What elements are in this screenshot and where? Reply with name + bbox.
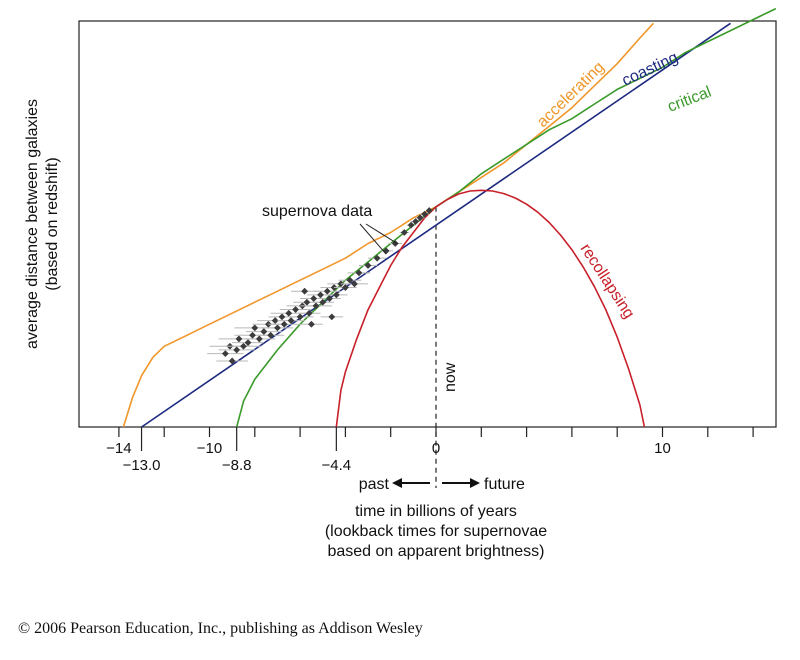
y-axis-title: average distance between galaxies (24, 99, 41, 349)
series-coasting (141, 22, 731, 428)
now-label: now (442, 362, 459, 392)
supernova-point (296, 313, 304, 321)
copyright-notice: © 2006 Pearson Education, Inc., publishi… (18, 620, 423, 637)
supernova-point (292, 306, 299, 313)
origin-tick-label: −13.0 (123, 457, 161, 474)
supernova-point (228, 357, 236, 365)
supernova-point (244, 339, 252, 346)
supernova-point (391, 240, 399, 247)
origin-tick-label: −8.8 (222, 457, 252, 474)
x-axis-title: time in billions of years (355, 503, 517, 520)
supernova-point (342, 284, 349, 291)
x-axis-title: (lookback times for supernovae (325, 523, 547, 540)
supernova-point (317, 291, 324, 299)
supernova-point (305, 309, 313, 317)
supernova-point (400, 229, 408, 236)
series-recollapsing (335, 189, 646, 428)
supernova-point (267, 331, 275, 339)
pointer-line (359, 223, 387, 255)
curve-label-coasting: coasting (620, 49, 681, 90)
supernova-point (285, 309, 293, 317)
supernova-point (278, 313, 286, 321)
supernova-point (382, 247, 390, 255)
curve-label-critical: critical (665, 84, 713, 116)
curve-label-recollapsing: recollapsing (577, 241, 638, 322)
supernova-point (326, 295, 333, 302)
supernova-point (271, 317, 279, 324)
x-tick-label: 0 (432, 440, 440, 457)
supernova-point (319, 298, 327, 306)
supernova-point (407, 221, 415, 229)
supernova-point (240, 342, 247, 350)
supernova-data-label: supernova data (262, 203, 372, 220)
supernova-point (421, 210, 429, 218)
series-accelerating (122, 22, 654, 428)
supernova-point (221, 350, 229, 357)
supernova-point (303, 298, 311, 306)
supernova-point (416, 214, 424, 222)
supernova-point (287, 317, 295, 324)
supernova-point (364, 262, 372, 269)
origin-tick-label: −4.4 (322, 457, 352, 474)
supernova-point (301, 287, 309, 295)
past-arrow-head (392, 478, 402, 488)
supernova-point (425, 207, 433, 214)
supernova-point (251, 324, 259, 332)
supernova-point (373, 254, 381, 262)
supernova-point (233, 346, 241, 354)
x-tick-label: 10 (654, 440, 671, 457)
pointer-line (365, 223, 399, 245)
supernova-point (355, 269, 363, 277)
supernova-point (351, 280, 358, 288)
supernova-point (235, 335, 243, 343)
supernova-point (412, 218, 420, 225)
supernova-point (328, 313, 336, 321)
chart: −14 −10 0 10−13.0 −8.8 −4.4 accelerating coast… (24, 7, 777, 560)
supernova-point (323, 287, 331, 295)
x-tick-label: −10 (197, 440, 222, 457)
supernova-point (332, 291, 340, 299)
past-label: past (359, 476, 390, 493)
supernova-point (255, 335, 263, 343)
supernova-point (346, 276, 354, 284)
supernova-point (274, 324, 281, 332)
supernova-point (260, 328, 268, 335)
supernova-point (310, 295, 318, 302)
future-arrow-head (470, 478, 480, 488)
y-axis-title: (based on redshift) (44, 157, 61, 290)
x-axis-title: based on apparent brightness) (327, 543, 544, 560)
series-critical (235, 7, 777, 428)
supernova-point (249, 331, 256, 339)
future-label: future (484, 476, 525, 493)
plot-frame (78, 20, 777, 428)
x-tick-label: −14 (106, 440, 131, 457)
supernova-point (308, 320, 315, 328)
supernova-point (280, 320, 288, 328)
supernova-point (312, 302, 320, 310)
